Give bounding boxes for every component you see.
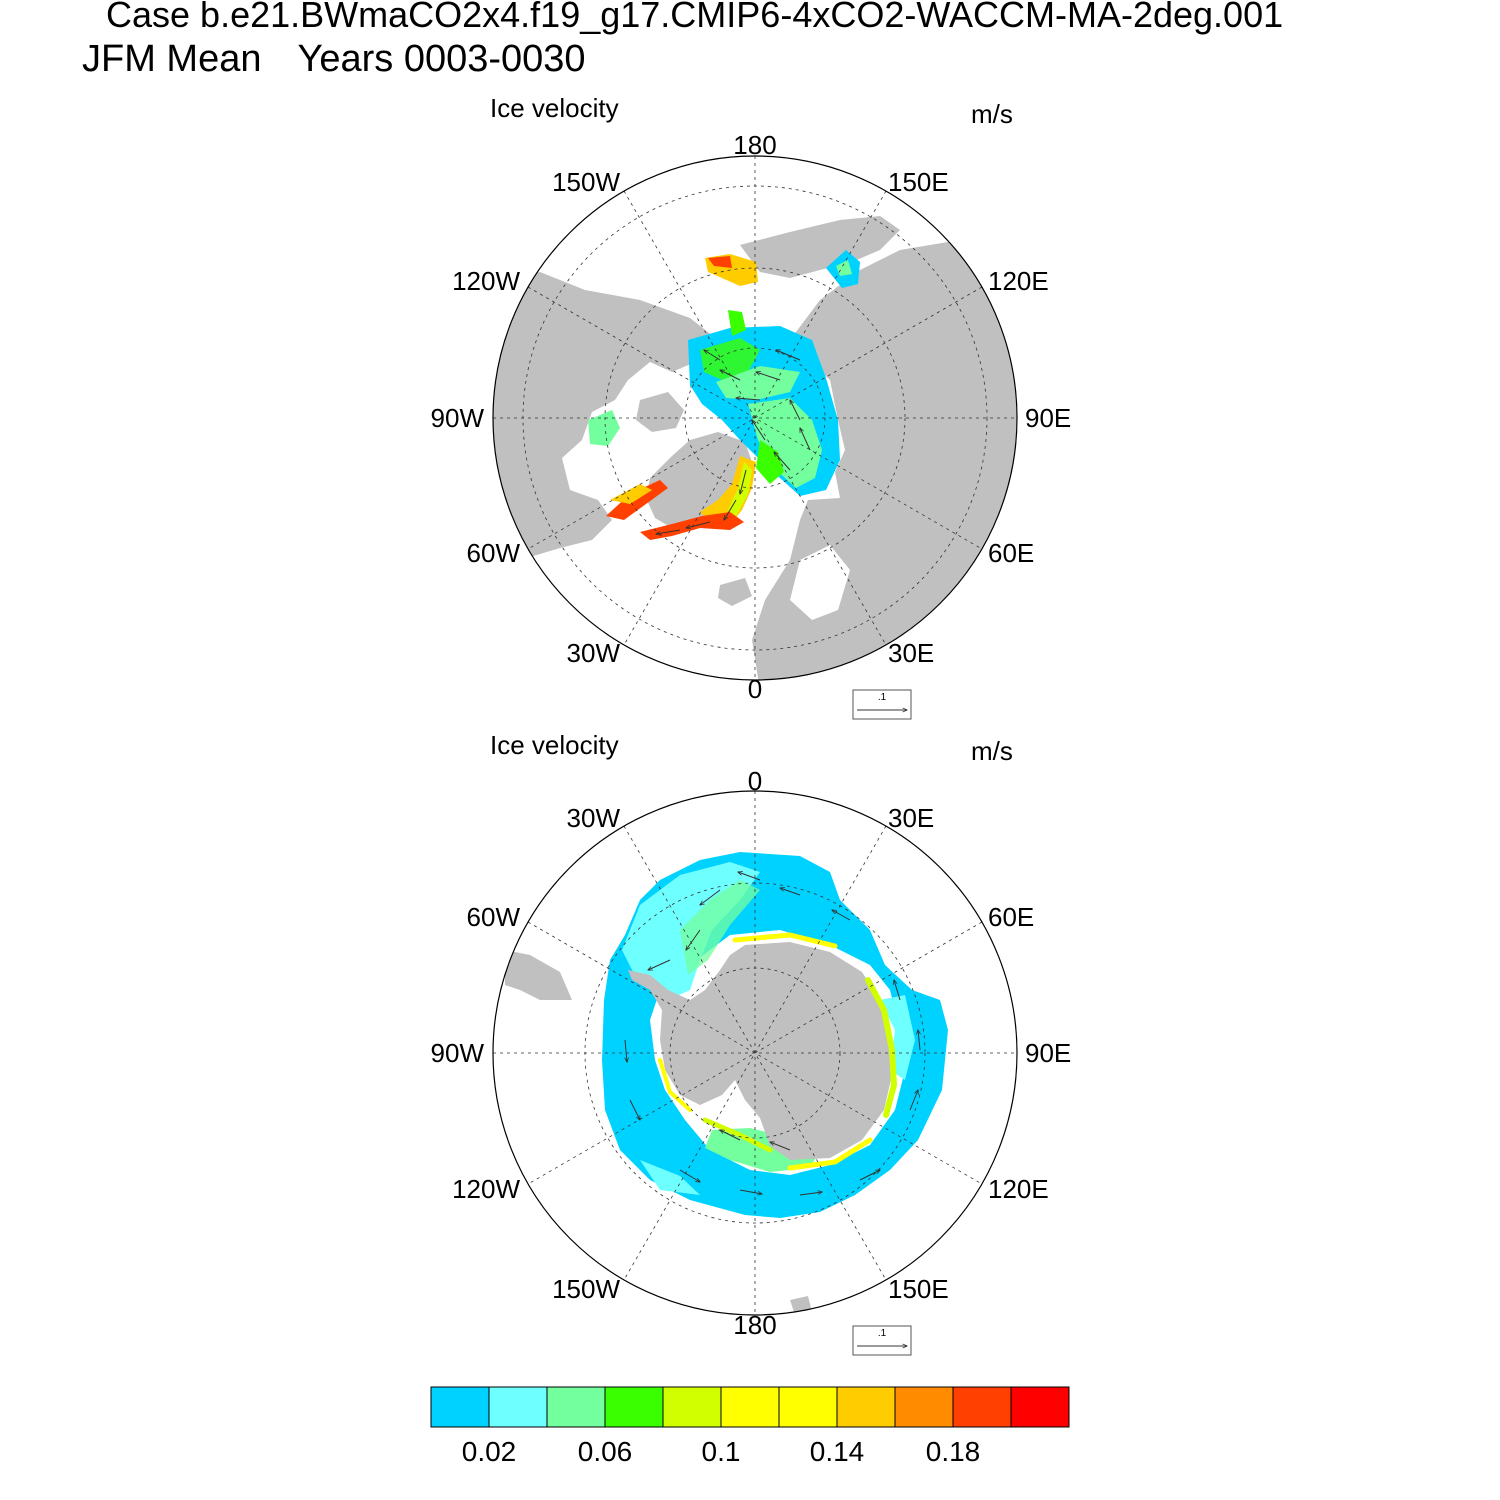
south-lon-label-120e: 120E <box>988 1174 1049 1204</box>
north-lon-label-120w: 120W <box>452 266 520 296</box>
north-lon-label-60e: 60E <box>988 538 1034 568</box>
colorbar-labels: 0.02 0.06 0.1 0.14 0.18 <box>462 1436 981 1467</box>
north-polar-map: 180 150E 120E 90E 60E 30E 0 30W 60W 90W … <box>431 130 1072 720</box>
south-lon-labels: 0 30E 60E 90E 120E 150E 180 150W 120W 90… <box>431 766 1072 1340</box>
south-polar-map: 0 30E 60E 90E 120E 150E 180 150W 120W 90… <box>431 766 1072 1356</box>
south-panel-units: m/s <box>971 736 1013 766</box>
north-panel-title: Ice velocity <box>490 93 619 123</box>
colorbar-swatch <box>662 1386 722 1428</box>
south-graticule <box>493 791 1017 1315</box>
colorbar-label: 0.02 <box>462 1436 517 1467</box>
south-map-border <box>492 790 1018 1316</box>
north-lon-label-60w: 60W <box>467 538 521 568</box>
south-reference-vector: .1 <box>852 1325 912 1356</box>
colorbar-label: 0.14 <box>810 1436 865 1467</box>
south-ice-vectors <box>625 872 920 1195</box>
north-lon-label-180: 180 <box>733 130 776 160</box>
colorbar-swatch <box>720 1386 780 1428</box>
south-lon-label-90e: 90E <box>1025 1038 1071 1068</box>
south-ref-vector-label: .1 <box>878 1328 887 1339</box>
south-lon-label-60e: 60E <box>988 902 1034 932</box>
years-label: Years 0003-0030 <box>297 38 586 80</box>
season-label: JFM Mean <box>82 38 262 80</box>
season-title: JFM Mean Years 0003-0030 <box>82 38 586 81</box>
south-coastal-fringe <box>658 932 898 1171</box>
south-lon-label-30e: 30E <box>888 803 934 833</box>
south-lon-label-150w: 150W <box>552 1274 620 1304</box>
colorbar-swatch <box>1010 1386 1070 1428</box>
colorbar-swatch <box>488 1386 548 1428</box>
north-panel-units: m/s <box>971 99 1013 129</box>
south-lon-label-150e: 150E <box>888 1274 949 1304</box>
south-lon-label-120w: 120W <box>452 1174 520 1204</box>
north-land <box>493 216 1017 680</box>
south-lon-label-0: 0 <box>748 766 762 796</box>
colorbar-swatches <box>430 1386 1070 1428</box>
north-graticule <box>493 156 1017 680</box>
colorbar-label: 0.18 <box>926 1436 981 1467</box>
north-lon-label-150w: 150W <box>552 167 620 197</box>
north-lon-label-90w: 90W <box>431 403 485 433</box>
colorbar-swatch <box>894 1386 954 1428</box>
north-reference-vector: .1 <box>852 689 912 720</box>
north-ref-vector-label: .1 <box>878 692 887 703</box>
colorbar-swatch <box>604 1386 664 1428</box>
south-ice-velocity-field <box>602 852 948 1218</box>
north-lon-label-120e: 120E <box>988 266 1049 296</box>
colorbar-swatch <box>836 1386 896 1428</box>
colorbar-label: 0.06 <box>578 1436 633 1467</box>
colorbar-label: 0.1 <box>702 1436 741 1467</box>
south-panel-title: Ice velocity <box>490 730 619 760</box>
colorbar: 0.02 0.06 0.1 0.14 0.18 <box>430 1386 1070 1467</box>
north-lon-label-150e: 150E <box>888 167 949 197</box>
colorbar-swatch <box>778 1386 838 1428</box>
south-lon-label-60w: 60W <box>467 902 521 932</box>
case-title: Case b.e21.BWmaCO2x4.f19_g17.CMIP6-4xCO2… <box>106 0 1284 35</box>
north-lon-label-30e: 30E <box>888 638 934 668</box>
colorbar-swatch <box>546 1386 606 1428</box>
south-lon-label-30w: 30W <box>567 803 621 833</box>
north-lon-label-30w: 30W <box>567 638 621 668</box>
south-lon-label-180: 180 <box>733 1310 776 1340</box>
north-lon-label-90e: 90E <box>1025 403 1071 433</box>
colorbar-swatch <box>952 1386 1012 1428</box>
colorbar-swatch <box>430 1386 490 1428</box>
north-map-border <box>492 155 1018 681</box>
north-lon-label-0: 0 <box>748 674 762 704</box>
south-lon-label-90w: 90W <box>431 1038 485 1068</box>
north-lon-labels: 180 150E 120E 90E 60E 30E 0 30W 60W 90W … <box>431 130 1072 704</box>
